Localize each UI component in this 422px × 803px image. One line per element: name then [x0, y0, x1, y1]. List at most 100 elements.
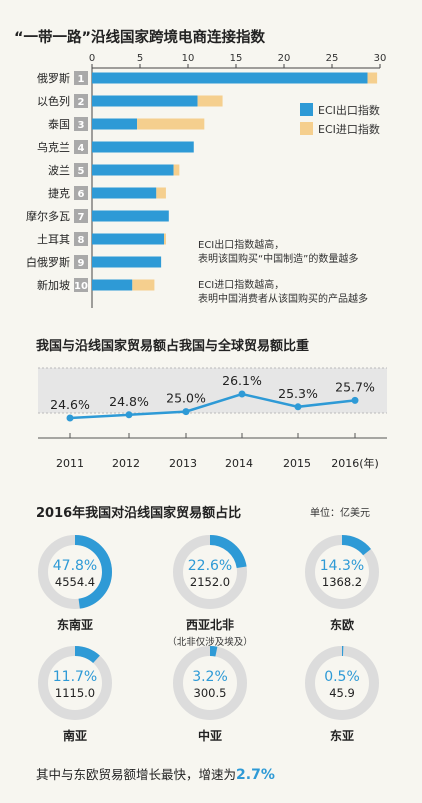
trade-share-value-label: 26.1%	[222, 373, 262, 388]
bar-export	[92, 95, 198, 107]
country-label: 波兰	[48, 164, 70, 177]
trade-share-point	[66, 414, 74, 422]
trade-share-band	[38, 368, 387, 413]
bar-import	[173, 164, 180, 176]
rank-box	[74, 209, 88, 223]
country-label: 俄罗斯	[37, 72, 70, 85]
donut-region-label: 中亚	[198, 728, 222, 743]
country-label: 泰国	[48, 117, 70, 131]
rank-number: 4	[78, 143, 85, 154]
bar-import	[164, 233, 166, 245]
donut-value: 1115.0	[55, 686, 95, 700]
eci-x-tick-label: 15	[230, 53, 243, 64]
rank-box	[74, 232, 88, 246]
note-import-line2: 表明中国消费者从该国购买的产品越多	[198, 292, 368, 305]
donut-value: 4554.4	[55, 575, 95, 589]
donut-region-sublabel: （北非仅涉及埃及）	[167, 636, 253, 648]
bar-import	[132, 279, 155, 291]
note-import-line1: ECI进口指数越高，	[198, 278, 284, 291]
trade-share-x-label: 2011	[56, 457, 84, 470]
bar-export	[92, 118, 138, 130]
donut-arc	[38, 535, 112, 609]
bar-export	[92, 233, 164, 245]
bar-export	[92, 210, 169, 222]
donut-percent: 22.6%	[188, 558, 232, 574]
country-label: 以色列	[37, 94, 70, 108]
eci-x-axis: 0 5 10 15 20 25 30	[89, 53, 387, 308]
trade-share-plot: 24.6% 24.8% 25.0% 26.1% 25.3% 25.7%	[50, 373, 375, 422]
eci-rows: 俄罗斯 1 以色列 2 泰国 3 乌克兰 4 波兰 5 捷克 6 摩尔多瓦 7 土耳其 8 白俄罗斯 9 新加坡 10	[26, 71, 378, 292]
trade-share-point	[182, 408, 190, 416]
donut-region-label: 西亚北非	[186, 617, 234, 632]
country-label: 土耳其	[37, 233, 70, 246]
bar-export	[92, 141, 194, 153]
donut-region-label: 东欧	[330, 617, 354, 632]
eci-notes: ECI出口指数越高， 表明该国购买“中国制造”的数量越多 ECI进口指数越高， …	[198, 238, 368, 305]
note-export-line2: 表明该国购买“中国制造”的数量越多	[198, 252, 358, 265]
footer-note: 其中与东欧贸易额增长最快，增速为2.7%	[36, 767, 275, 783]
trade-share-point	[238, 390, 246, 398]
donut-value: 300.5	[194, 686, 227, 700]
country-label: 乌克兰	[37, 140, 70, 154]
donut-arc	[305, 646, 379, 720]
trade-share-value-label: 25.7%	[335, 379, 375, 394]
country-label: 新加坡	[37, 278, 70, 292]
trade-share-line	[69, 392, 356, 420]
trade-share-point	[125, 411, 133, 419]
eci-x-tick-label: 20	[278, 53, 291, 64]
trade-share-x-ticks: 2011 2012 2013 2014 2015 2016(年)	[56, 433, 379, 470]
donut-arc	[305, 535, 379, 609]
rank-number: 3	[78, 120, 85, 131]
donut-arc	[173, 535, 247, 609]
bar-import	[137, 118, 205, 130]
donut-percent: 0.5%	[324, 669, 360, 685]
trade-share-value-label: 24.6%	[50, 397, 90, 412]
donut-region-label: 南亚	[63, 728, 87, 743]
rank-box	[74, 163, 88, 177]
donut-arc	[38, 646, 112, 720]
country-label: 捷克	[48, 186, 70, 200]
trade-share-x-label: 2013	[169, 457, 197, 470]
region-share-title: 2016年我国对沿线国家贸易额占比	[36, 505, 241, 521]
legend-label-export: ECI出口指数	[318, 103, 380, 117]
rank-box	[74, 71, 88, 85]
donut-percent: 47.8%	[53, 558, 97, 574]
trade-share-title: 我国与沿线国家贸易额占我国与全球贸易额比重	[36, 338, 309, 354]
eci-legend: ECI出口指数 ECI进口指数	[300, 103, 380, 136]
rank-number: 8	[78, 235, 85, 246]
eci-x-tick-label: 10	[182, 53, 195, 64]
donut-percent: 11.7%	[53, 669, 97, 685]
bar-export	[92, 164, 174, 176]
rank-number: 10	[74, 281, 88, 292]
trade-share-value-label: 24.8%	[109, 394, 149, 409]
rank-box	[74, 117, 88, 131]
eci-chart-title: “一带一路”沿线国家跨境电商连接指数	[14, 28, 266, 46]
rank-box	[74, 278, 88, 292]
rank-number: 7	[78, 212, 85, 223]
rank-box	[74, 255, 88, 269]
eci-x-tick-label: 5	[137, 53, 143, 64]
rank-box	[74, 140, 88, 154]
country-label: 白俄罗斯	[26, 255, 70, 269]
donut-percent: 3.2%	[192, 669, 228, 685]
trade-share-value-label: 25.0%	[166, 391, 206, 406]
donut-percent: 14.3%	[320, 558, 364, 574]
rank-number: 1	[78, 74, 85, 85]
donut-region-label: 东南亚	[57, 617, 93, 632]
bar-export	[92, 256, 162, 268]
rank-number: 6	[78, 189, 85, 200]
eci-x-tick-label: 30	[374, 53, 387, 64]
rank-number: 2	[78, 97, 85, 108]
trade-share-chart: 我国与沿线国家贸易额占我国与全球贸易额比重 24.6% 24.8% 25.0% 26.…	[36, 338, 387, 470]
country-label: 摩尔多瓦	[26, 209, 70, 223]
bar-export	[92, 72, 368, 84]
trade-share-value-label: 25.3%	[278, 386, 318, 401]
bar-export	[92, 187, 157, 199]
bar-import	[197, 95, 223, 107]
legend-swatch-import	[300, 122, 313, 135]
legend-swatch-export	[300, 103, 313, 116]
region-donuts: 47.8%4554.4 东南亚 22.6%2152.0 西亚北非 （北非仅涉及埃及） 14…	[38, 535, 379, 743]
eci-x-tick-label: 25	[326, 53, 339, 64]
